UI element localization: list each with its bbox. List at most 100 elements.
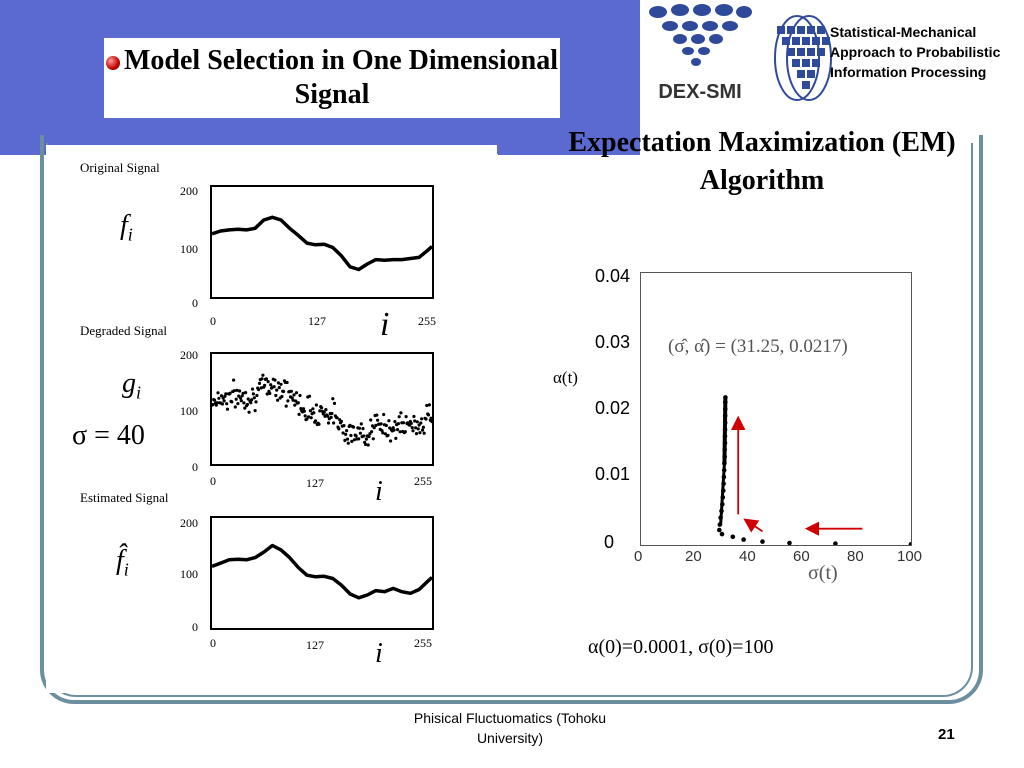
data-point — [225, 407, 230, 411]
data-point — [341, 431, 345, 435]
data-point — [415, 420, 419, 424]
data-point — [242, 401, 246, 405]
data-point — [364, 442, 368, 447]
data-point — [421, 425, 425, 429]
ytick: 100 — [180, 404, 198, 418]
data-point — [420, 428, 425, 432]
data-point — [429, 416, 433, 420]
data-point — [349, 433, 353, 438]
data-point — [350, 439, 354, 443]
em-xtick: 80 — [847, 548, 864, 565]
data-point — [257, 388, 261, 392]
data-point — [284, 404, 288, 408]
data-point — [225, 402, 229, 406]
data-point — [403, 430, 407, 434]
data-point — [238, 396, 243, 400]
data-point — [228, 391, 232, 395]
data-point — [260, 377, 264, 381]
data-point — [311, 407, 315, 411]
data-point — [416, 427, 420, 431]
data-point — [384, 423, 388, 428]
em-ytick: 0.01 — [594, 464, 630, 484]
data-point — [274, 393, 278, 398]
data-point — [348, 423, 352, 427]
data-point — [264, 377, 268, 381]
data-point — [222, 399, 226, 403]
plot-estimated — [210, 516, 434, 630]
data-point — [213, 398, 217, 402]
data-point — [273, 378, 277, 382]
data-point — [211, 402, 215, 407]
data-point — [250, 387, 255, 391]
data-point — [249, 401, 253, 405]
data-point — [293, 403, 297, 407]
data-point — [329, 415, 333, 419]
ytick: 100 — [180, 242, 198, 256]
data-point — [396, 422, 400, 426]
data-point — [303, 414, 307, 418]
data-point — [381, 431, 385, 435]
data-point — [232, 389, 236, 393]
data-point — [223, 394, 227, 398]
data-point — [420, 417, 424, 421]
data-point — [282, 389, 286, 394]
data-point — [424, 417, 428, 421]
xlabel-i: i — [380, 306, 390, 343]
em-ytick: 0.04 — [594, 266, 630, 286]
data-point — [279, 382, 283, 386]
data-point — [230, 400, 234, 404]
data-point — [419, 421, 423, 425]
data-point — [216, 391, 220, 395]
data-point — [251, 392, 255, 396]
em-xtick: 40 — [739, 548, 756, 565]
data-point — [345, 429, 349, 433]
xtick: 127 — [306, 476, 324, 490]
data-point — [394, 436, 398, 440]
em-trajectory — [722, 397, 728, 464]
data-point — [393, 420, 397, 424]
logo-line-1: Statistical-Mechanical — [830, 24, 977, 40]
data-point — [236, 402, 240, 406]
data-point — [243, 406, 247, 410]
data-point — [391, 426, 395, 430]
em-annotation: (σ̂, α̂) = (31.25, 0.0217) — [668, 336, 848, 357]
data-point — [354, 434, 358, 438]
data-point — [239, 399, 243, 403]
data-point — [296, 401, 300, 405]
data-point — [386, 433, 390, 437]
em-xtick: 100 — [897, 548, 923, 565]
data-point — [302, 409, 306, 413]
chart-em — [717, 395, 914, 547]
data-point — [344, 432, 348, 436]
data-point — [220, 402, 224, 406]
ylabel-fhat: f̂i — [116, 545, 129, 580]
data-point — [233, 405, 237, 409]
data-point — [366, 443, 370, 447]
data-point — [266, 380, 270, 384]
data-point — [307, 415, 311, 419]
data-point — [297, 412, 301, 416]
dex-smi-logo: DEX-SMI — [640, 4, 760, 102]
data-point — [238, 389, 242, 393]
data-point — [214, 403, 218, 407]
em-ytick: 0.03 — [594, 332, 630, 352]
em-point — [833, 541, 838, 546]
data-point — [409, 421, 413, 425]
data-point — [372, 426, 376, 430]
ylabel-g: gi — [122, 368, 142, 403]
data-point — [357, 437, 361, 441]
data-point — [401, 421, 406, 425]
data-point — [307, 394, 312, 398]
data-point — [427, 403, 431, 407]
chart-estimated — [211, 543, 434, 600]
data-point — [369, 418, 373, 422]
smapip-logo-text: Statistical-Mechanical Approach to Proba… — [830, 22, 1000, 82]
ytick: 0 — [192, 296, 198, 310]
data-point — [352, 438, 356, 442]
data-point — [346, 441, 350, 445]
chart-original — [211, 215, 434, 272]
data-point — [285, 380, 289, 385]
em-ytick: 0 — [603, 532, 614, 552]
data-point — [241, 391, 245, 395]
data-point — [367, 435, 371, 439]
